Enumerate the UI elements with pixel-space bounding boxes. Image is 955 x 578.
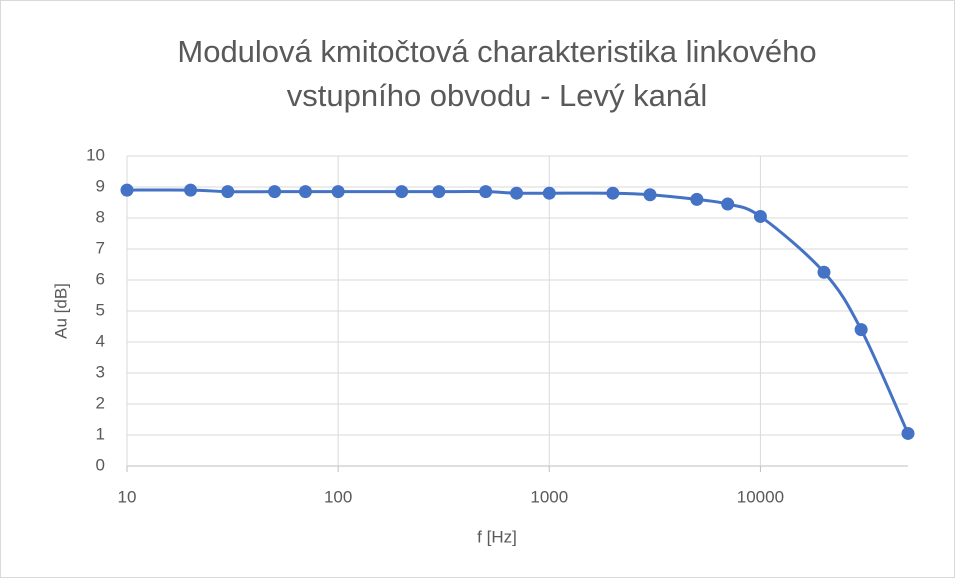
data-point — [120, 183, 134, 197]
data-point — [395, 185, 409, 199]
x-axis-label: f [Hz] — [477, 527, 517, 546]
x-tick-label: 1000 — [530, 487, 568, 506]
data-point — [479, 185, 493, 199]
data-point — [221, 185, 235, 199]
data-point — [753, 209, 767, 223]
data-point — [721, 197, 735, 211]
x-tick-label: 10000 — [737, 487, 784, 506]
data-point — [331, 185, 345, 199]
data-point — [510, 186, 524, 200]
data-point — [854, 323, 868, 337]
y-tick-label: 3 — [96, 362, 105, 381]
data-point — [542, 186, 556, 200]
data-point — [298, 185, 312, 199]
y-tick-label: 8 — [96, 207, 105, 226]
data-point — [901, 426, 915, 440]
x-tick-label: 100 — [324, 487, 352, 506]
data-point — [643, 188, 657, 202]
data-point — [606, 186, 620, 200]
y-axis-label: Au [dB] — [51, 283, 70, 339]
data-point — [690, 192, 704, 206]
y-tick-label: 0 — [96, 455, 105, 474]
data-point — [184, 183, 198, 197]
y-tick-label: 5 — [96, 300, 105, 319]
y-tick-label: 1 — [96, 424, 105, 443]
x-tick-label: 10 — [118, 487, 137, 506]
data-point — [432, 185, 446, 199]
y-tick-label: 10 — [86, 145, 105, 164]
data-point — [268, 185, 282, 199]
data-point — [817, 265, 831, 279]
y-tick-label: 6 — [96, 269, 105, 288]
y-tick-label: 2 — [96, 393, 105, 412]
y-tick-label: 7 — [96, 238, 105, 257]
y-tick-label: 4 — [96, 331, 105, 350]
y-tick-label: 9 — [96, 176, 105, 195]
chart-title: Modulová kmitočtová charakteristika link… — [177, 34, 817, 113]
